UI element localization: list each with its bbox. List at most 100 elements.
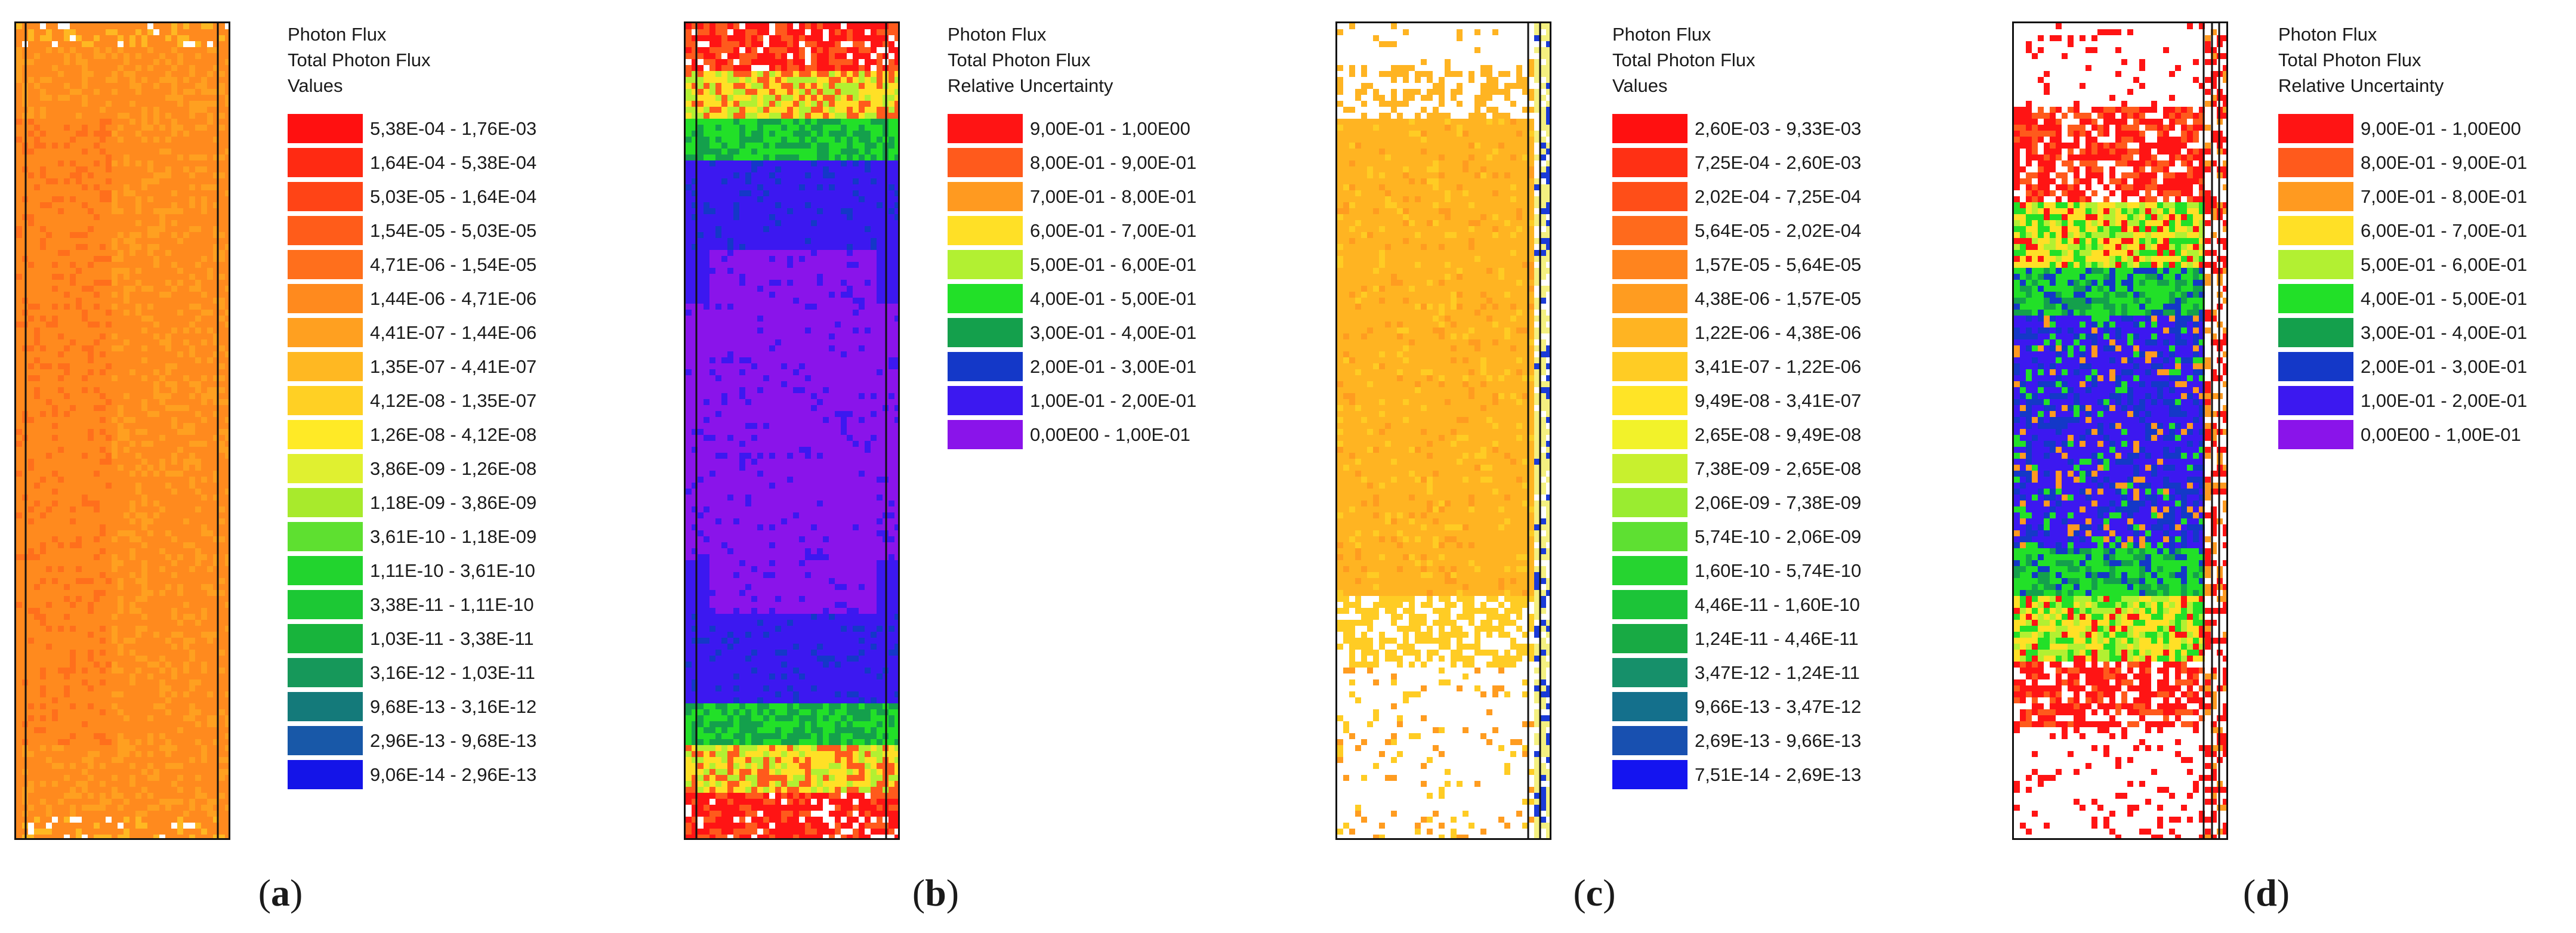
heatmap-cell — [58, 375, 64, 381]
heatmap-cell — [28, 137, 34, 143]
heatmap-cell — [171, 757, 177, 763]
heatmap-cell — [106, 548, 112, 554]
heatmap-cell — [94, 662, 100, 668]
heatmap-cell — [147, 250, 153, 256]
heatmap-cell — [177, 208, 183, 214]
legend-swatch — [288, 318, 363, 347]
heatmap-cell — [16, 518, 22, 524]
heatmap-cell — [135, 310, 141, 316]
heatmap-cell — [135, 375, 141, 381]
heatmap-cell — [183, 131, 189, 137]
heatmap-cell — [40, 721, 46, 727]
heatmap-cell — [189, 89, 195, 95]
heatmap-cell — [76, 274, 82, 280]
heatmap-cell — [112, 59, 118, 65]
heatmap-cell — [177, 566, 183, 572]
heatmap-cell — [141, 524, 147, 530]
heatmap-cell — [58, 799, 64, 805]
heatmap-cell — [70, 715, 76, 721]
heatmap-cell — [82, 226, 88, 232]
heatmap-cell — [201, 471, 207, 477]
heatmap-cell — [76, 542, 82, 548]
heatmap-cell — [201, 566, 207, 572]
heatmap-cell — [40, 512, 46, 518]
heatmap-cell — [118, 650, 124, 656]
heatmap-cell — [189, 590, 195, 596]
heatmap-cell — [153, 137, 159, 143]
heatmap-cell — [195, 590, 201, 596]
heatmap-cell — [64, 137, 70, 143]
heatmap-cell — [159, 781, 165, 787]
heatmap-cell — [153, 47, 159, 53]
heatmap-cell — [183, 268, 189, 274]
heatmap-cell — [165, 524, 171, 530]
heatmap-cell — [177, 280, 183, 286]
heatmap-cell — [135, 166, 141, 172]
heatmap-cell — [40, 280, 46, 286]
heatmap-cell — [40, 322, 46, 328]
heatmap-cell — [219, 304, 225, 310]
heatmap-cell — [58, 262, 64, 268]
legend-a-row: 5,38E-04 - 1,76E-03 — [288, 114, 640, 148]
heatmap-cell — [225, 679, 229, 685]
heatmap-cell — [124, 489, 129, 495]
heatmap-cell — [28, 614, 34, 620]
heatmap-cell — [159, 769, 165, 775]
heatmap-cell — [94, 548, 100, 554]
heatmap-cell — [189, 172, 195, 178]
heatmap-cell — [207, 572, 213, 578]
heatmap-cell — [34, 584, 40, 590]
heatmap-cell — [165, 190, 171, 196]
heatmap-cell — [34, 793, 40, 799]
heatmap-cell — [159, 471, 165, 477]
heatmap-cell — [52, 572, 58, 578]
heatmap-cell — [195, 518, 201, 524]
heatmap-cell — [141, 292, 147, 298]
heatmap-cell — [40, 650, 46, 656]
heatmap-cell — [147, 387, 153, 393]
heatmap-cell — [195, 674, 201, 679]
heatmap-cell — [112, 787, 118, 793]
heatmap-cell — [106, 697, 112, 703]
heatmap-cell — [64, 811, 70, 817]
heatmap-cell — [225, 787, 229, 793]
heatmap-cell — [100, 835, 106, 838]
heatmap-cell — [171, 835, 177, 838]
heatmap-cell — [58, 256, 64, 262]
heatmap-cell — [141, 715, 147, 721]
heatmap-cell — [64, 709, 70, 715]
heatmap-cell — [219, 423, 225, 429]
heatmap-cell — [88, 71, 94, 77]
heatmap-cell — [147, 23, 153, 29]
heatmap-cell — [159, 262, 165, 268]
heatmap-cell — [106, 387, 112, 393]
heatmap-cell — [201, 572, 207, 578]
heatmap-cell — [124, 835, 129, 838]
heatmap-cell — [165, 435, 171, 441]
heatmap-cell — [106, 614, 112, 620]
heatmap-cell — [153, 220, 159, 226]
legend-range-label: 3,38E-11 - 1,11E-10 — [370, 594, 534, 615]
heatmap-cell — [34, 298, 40, 304]
heatmap-cell — [52, 477, 58, 483]
heatmap-cell — [106, 310, 112, 316]
heatmap-cell — [165, 262, 171, 268]
heatmap-cell — [52, 262, 58, 268]
heatmap-cell — [94, 805, 100, 811]
heatmap-cell — [88, 417, 94, 423]
heatmap-cell — [34, 566, 40, 572]
heatmap-cell — [183, 691, 189, 697]
heatmap-cell — [171, 763, 177, 769]
heatmap-cell — [189, 190, 195, 196]
heatmap-cell — [88, 685, 94, 691]
heatmap-cell — [64, 721, 70, 727]
heatmap-cell — [225, 548, 229, 554]
heatmap-cell — [177, 220, 183, 226]
heatmap-cell — [28, 214, 34, 220]
heatmap-cell — [207, 393, 213, 399]
heatmap-cell — [171, 196, 177, 202]
heatmap-cell — [171, 530, 177, 536]
heatmap-cell — [171, 459, 177, 465]
heatmap-cell — [34, 799, 40, 805]
heatmap-cell — [177, 554, 183, 560]
